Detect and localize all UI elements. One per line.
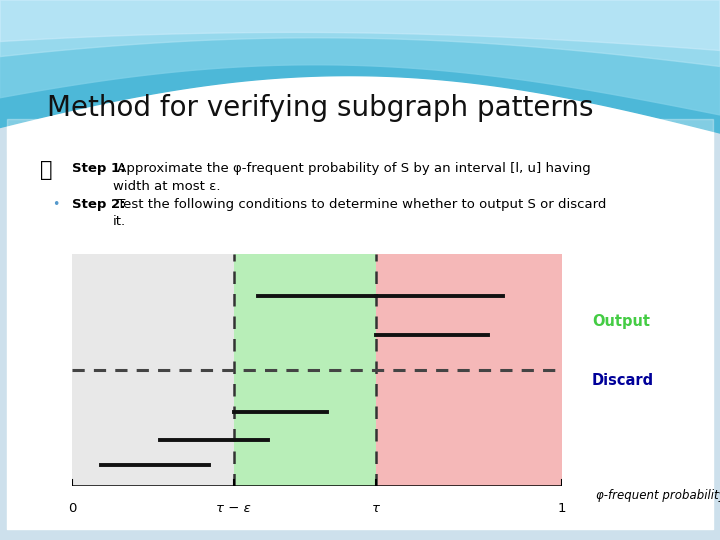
Text: it.: it.: [113, 215, 126, 228]
Text: τ − ε: τ − ε: [216, 502, 251, 515]
Text: Step 1:: Step 1:: [72, 162, 125, 175]
Text: 1: 1: [557, 502, 566, 515]
Text: τ: τ: [372, 502, 379, 515]
Bar: [72, 254, 233, 486]
Text: 0: 0: [68, 502, 76, 515]
Text: Approximate the φ-frequent probability of S by an interval [l, u] having: Approximate the φ-frequent probability o…: [113, 162, 591, 175]
Text: width at most ε.: width at most ε.: [113, 180, 220, 193]
Text: •: •: [52, 198, 59, 211]
Bar: [376, 254, 562, 486]
Text: Output: Output: [592, 314, 650, 329]
Text: Discard: Discard: [592, 373, 654, 388]
Text: 🔑: 🔑: [40, 160, 52, 180]
Text: Method for verifying subgraph patterns: Method for verifying subgraph patterns: [47, 94, 593, 122]
Text: Test the following conditions to determine whether to output S or discard: Test the following conditions to determi…: [113, 198, 606, 211]
Text: φ-frequent probability: φ-frequent probability: [596, 489, 720, 502]
Text: Step 2:: Step 2:: [72, 198, 125, 211]
Bar: [233, 254, 376, 486]
